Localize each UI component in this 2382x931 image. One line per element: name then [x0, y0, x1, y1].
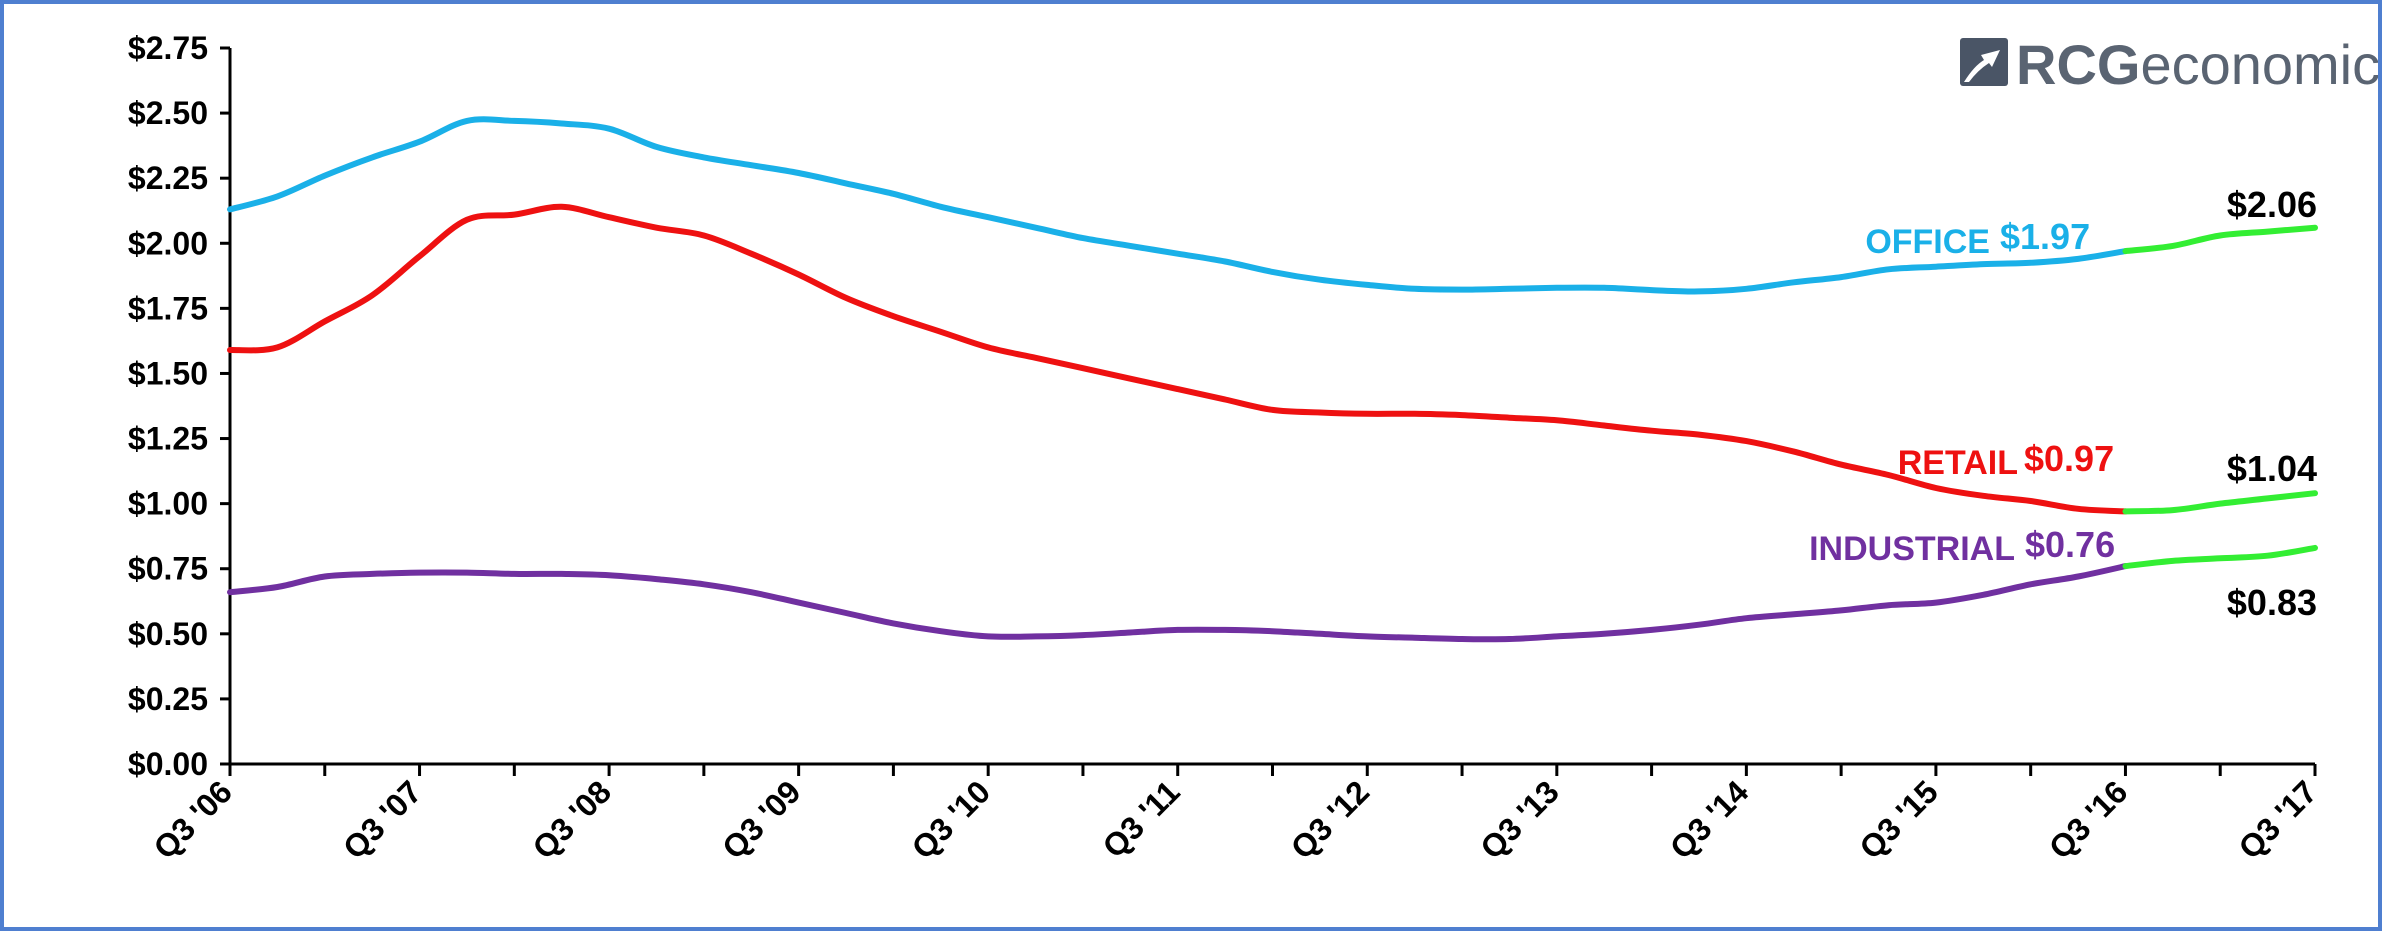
series-line-retail: [227, 203, 2129, 515]
x-tick-label: Q3 '12: [1284, 773, 1376, 865]
series-lines: [227, 116, 2318, 643]
x-tick-label: Q3 '11: [1095, 773, 1186, 864]
series-name-label-office: OFFICE: [1865, 223, 1990, 261]
x-ticks: Q3 '06 Q3 '07 Q3 '08 Q3 '09 Q3 '10 Q3 '11 Q3 '…: [146, 764, 2324, 866]
y-tick-label: $0.75: [128, 551, 208, 587]
forecast-line-industrial: [2122, 544, 2318, 570]
series-value-label-retail: $0.97: [2024, 438, 2114, 479]
data-labels: OFFICE $1.97 $2.06 RETAIL $0.97 $1.04 INDUSTRI…: [1809, 184, 2317, 623]
y-tick-label: $0.25: [128, 681, 208, 717]
forecast-line-retail: [2122, 490, 2318, 515]
forecast-end-label-industrial: $0.83: [2227, 582, 2317, 623]
logo-icon: [1960, 38, 2008, 86]
x-tick-label: Q3 '09: [715, 773, 807, 865]
forecast-line-office: [2122, 224, 2318, 255]
x-tick-label: Q3 '10: [905, 773, 997, 865]
series-line-industrial: [227, 563, 2129, 643]
y-tick-label: $2.50: [128, 95, 208, 131]
rcg-logo: RCGeconomics: [1960, 33, 2378, 96]
series-value-label-office: $1.97: [2000, 216, 2090, 257]
y-tick-label: $2.00: [128, 225, 208, 261]
x-tick-label: Q3 '14: [1663, 773, 1756, 866]
x-tick-label: Q3 '08: [526, 773, 618, 865]
x-tick-label: Q3 '06: [146, 773, 238, 865]
forecast-end-label-office: $2.06: [2227, 184, 2317, 225]
forecast-end-label-retail: $1.04: [2227, 448, 2317, 489]
x-tick-label: Q3 '15: [1852, 773, 1944, 865]
series-name-label-retail: RETAIL: [1898, 444, 2018, 482]
series-value-label-industrial: $0.76: [2025, 524, 2115, 565]
x-tick-label: Q3 '07: [336, 773, 428, 865]
y-tick-label: $0.50: [128, 616, 208, 652]
x-tick-label: Q3 '16: [2042, 773, 2134, 865]
y-tick-label: $1.25: [128, 421, 208, 457]
y-tick-label: $1.00: [128, 486, 208, 522]
axes: [220, 48, 2315, 774]
y-ticks: $0.00 $0.25 $0.50 $0.75 $1.00 $1.25 $1.50 $1.75…: [128, 30, 230, 782]
series-name-label-industrial: INDUSTRIAL: [1809, 530, 2015, 568]
series-line-office: [227, 116, 2129, 295]
y-tick-label: $0.00: [128, 746, 208, 782]
svg-text:RCGeconomics: RCGeconomics: [2016, 33, 2378, 96]
y-tick-label: $2.75: [128, 30, 208, 66]
line-chart: RCGeconomics $0.00 $0.25 $0.50 $0.75 $1.00 $1…: [128, 30, 2378, 866]
x-tick-label: Q3 '13: [1473, 773, 1565, 865]
y-tick-label: $1.75: [128, 290, 208, 326]
x-tick-label: Q3 '17: [2231, 773, 2323, 865]
logo-name-bold: RCG: [2016, 33, 2140, 96]
logo-name-light: economics: [2140, 33, 2378, 96]
y-tick-label: $2.25: [128, 160, 208, 196]
y-tick-label: $1.50: [128, 355, 208, 391]
